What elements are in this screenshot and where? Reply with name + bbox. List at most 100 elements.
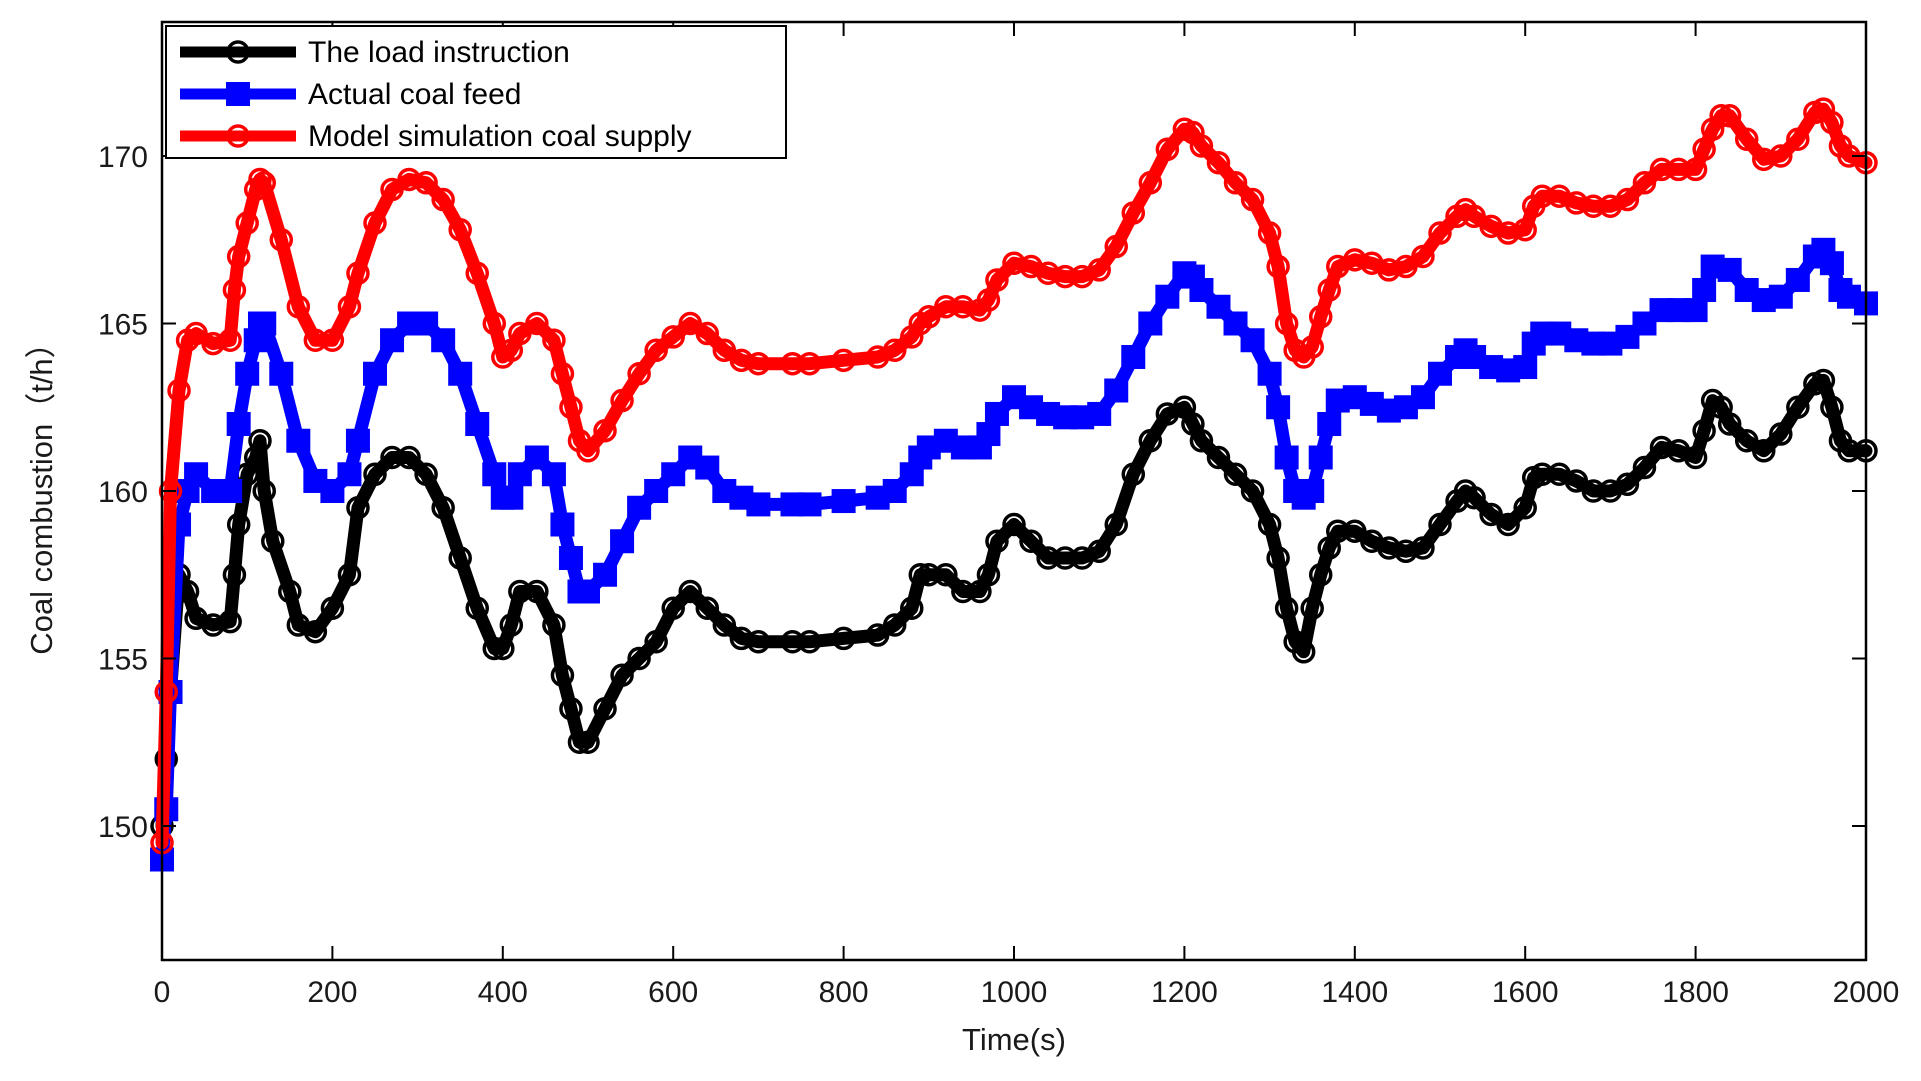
data-point [1786, 127, 1810, 151]
data-point [1121, 462, 1146, 486]
data-point [559, 697, 583, 721]
legend-item: The load instruction [180, 36, 570, 69]
data-point [976, 563, 1001, 587]
data-point [397, 167, 421, 192]
data-point [951, 295, 975, 319]
data-point [558, 546, 583, 570]
data-point [235, 211, 259, 235]
data-point [780, 630, 805, 654]
data-point [218, 479, 243, 503]
data-point [363, 211, 387, 235]
x-axis-label: Time(s) [962, 1022, 1066, 1057]
data-point [576, 439, 600, 463]
data-point [261, 529, 285, 553]
x-tick-label: 1000 [981, 976, 1048, 1009]
legend-label: Actual coal feed [308, 78, 521, 111]
legend-item: Actual coal feed [180, 78, 521, 111]
data-point [337, 563, 362, 587]
data-point [1257, 512, 1282, 537]
data-point [1036, 546, 1060, 570]
x-axis: 0 200 400 600 800 1000 1200 1400 1600 1800 2000 [154, 22, 1899, 1009]
y-tick-label: 160 [98, 476, 148, 509]
data-point [627, 646, 651, 671]
data-point [1394, 254, 1418, 279]
data-point [1002, 512, 1026, 537]
data-point [831, 489, 856, 514]
x-tick-label: 800 [819, 976, 869, 1009]
data-point [900, 596, 924, 620]
data-point [1411, 536, 1435, 560]
data-point [729, 348, 754, 373]
data-point [431, 328, 456, 353]
data-point [1274, 445, 1299, 470]
data-point [610, 529, 635, 554]
series-0 [150, 368, 1878, 838]
data-point [1496, 221, 1520, 245]
data-point [678, 311, 702, 336]
data-point [508, 579, 532, 604]
data-point [1785, 267, 1810, 292]
data-point [363, 462, 387, 486]
data-point [345, 428, 370, 453]
data-point [1257, 361, 1282, 386]
data-point [567, 730, 592, 754]
data-point [303, 619, 328, 644]
data-point [158, 479, 183, 503]
data-point [465, 412, 490, 436]
data-point [934, 563, 958, 587]
data-point [610, 663, 634, 687]
data-point [167, 378, 191, 403]
x-tick-label: 1600 [1492, 976, 1559, 1009]
data-point [712, 338, 737, 363]
data-point [1752, 147, 1776, 172]
data-point [542, 328, 566, 352]
y-tick-label: 155 [98, 644, 148, 677]
data-point [363, 361, 387, 386]
data-point [1087, 539, 1111, 564]
data-point [1683, 298, 1708, 323]
data-point [1308, 445, 1333, 470]
data-point [1734, 429, 1759, 453]
data-point [729, 626, 754, 651]
x-tick-label: 400 [478, 976, 528, 1009]
data-point [1223, 462, 1248, 486]
data-point [1274, 596, 1299, 620]
data-point [882, 613, 907, 637]
data-point [1223, 171, 1248, 195]
data-point [1530, 462, 1554, 486]
data-point [1240, 328, 1265, 353]
data-point [1300, 335, 1324, 359]
data-point [1121, 345, 1146, 369]
y-tick-label: 165 [98, 309, 148, 342]
data-point [1189, 429, 1214, 453]
data-point [1513, 355, 1538, 380]
data-point [1428, 512, 1452, 537]
data-point [1104, 234, 1128, 259]
data-point [661, 596, 685, 620]
data-point [1479, 502, 1503, 527]
data-point [243, 445, 268, 470]
data-point [1530, 184, 1554, 208]
data-point [976, 422, 1001, 447]
data-point [1053, 546, 1077, 570]
data-point [320, 328, 345, 352]
series-line [155, 373, 1873, 833]
data-point [1837, 439, 1861, 463]
data-point [1317, 412, 1342, 436]
data-point [746, 351, 771, 376]
data-point [712, 613, 737, 637]
y-tick-label: 170 [98, 141, 148, 174]
data-point [1300, 479, 1325, 503]
data-point [1632, 171, 1657, 195]
data-point [985, 529, 1009, 553]
series-1 [150, 237, 1878, 872]
data-point [1138, 171, 1163, 195]
data-point [1189, 134, 1214, 158]
legend-label: The load instruction [308, 36, 570, 69]
data-point [248, 167, 272, 192]
data-point [380, 445, 404, 470]
data-point [1240, 479, 1265, 503]
data-point [1087, 401, 1112, 426]
data-point [1308, 563, 1333, 587]
data-point [976, 288, 1001, 312]
